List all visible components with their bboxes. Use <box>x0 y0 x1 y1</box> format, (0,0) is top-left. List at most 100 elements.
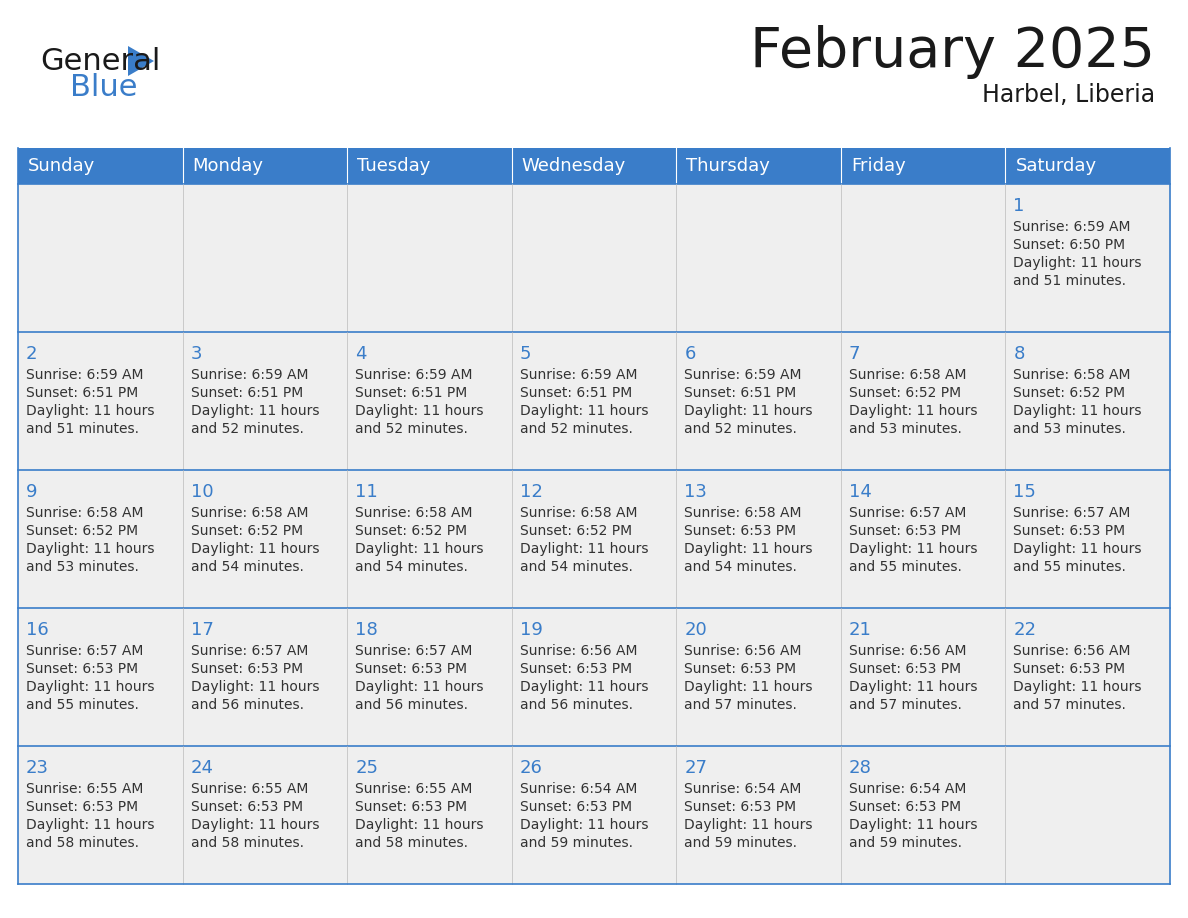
Text: Sunrise: 6:58 AM: Sunrise: 6:58 AM <box>684 506 802 520</box>
Text: 2: 2 <box>26 345 38 363</box>
Text: and 59 minutes.: and 59 minutes. <box>849 836 962 850</box>
Text: Daylight: 11 hours: Daylight: 11 hours <box>26 680 154 694</box>
Text: 26: 26 <box>519 759 543 777</box>
Text: 7: 7 <box>849 345 860 363</box>
Text: Sunrise: 6:58 AM: Sunrise: 6:58 AM <box>26 506 144 520</box>
Text: and 58 minutes.: and 58 minutes. <box>26 836 139 850</box>
Text: and 55 minutes.: and 55 minutes. <box>849 560 962 574</box>
Text: Sunset: 6:53 PM: Sunset: 6:53 PM <box>190 800 303 814</box>
Text: Sunrise: 6:56 AM: Sunrise: 6:56 AM <box>519 644 637 658</box>
Text: Sunset: 6:53 PM: Sunset: 6:53 PM <box>684 662 796 676</box>
Bar <box>18 332 1170 470</box>
Text: and 56 minutes.: and 56 minutes. <box>355 698 468 712</box>
Text: Sunset: 6:53 PM: Sunset: 6:53 PM <box>355 662 467 676</box>
Text: 17: 17 <box>190 621 214 639</box>
Text: 11: 11 <box>355 483 378 501</box>
Text: Sunrise: 6:59 AM: Sunrise: 6:59 AM <box>355 368 473 382</box>
Text: Daylight: 11 hours: Daylight: 11 hours <box>1013 404 1142 418</box>
Text: Sunrise: 6:54 AM: Sunrise: 6:54 AM <box>684 782 802 796</box>
Text: Daylight: 11 hours: Daylight: 11 hours <box>1013 256 1142 270</box>
Text: and 53 minutes.: and 53 minutes. <box>1013 422 1126 436</box>
Text: 1: 1 <box>1013 197 1025 215</box>
Text: 21: 21 <box>849 621 872 639</box>
Text: 10: 10 <box>190 483 213 501</box>
Text: Sunrise: 6:54 AM: Sunrise: 6:54 AM <box>849 782 966 796</box>
Text: 3: 3 <box>190 345 202 363</box>
Text: Sunday: Sunday <box>29 157 95 175</box>
Text: Sunrise: 6:57 AM: Sunrise: 6:57 AM <box>1013 506 1131 520</box>
Text: Sunset: 6:51 PM: Sunset: 6:51 PM <box>355 386 467 400</box>
Text: Daylight: 11 hours: Daylight: 11 hours <box>519 818 649 832</box>
Text: Sunrise: 6:58 AM: Sunrise: 6:58 AM <box>190 506 308 520</box>
Text: Daylight: 11 hours: Daylight: 11 hours <box>355 404 484 418</box>
Text: 19: 19 <box>519 621 543 639</box>
Text: 14: 14 <box>849 483 872 501</box>
Text: 24: 24 <box>190 759 214 777</box>
Text: Sunset: 6:52 PM: Sunset: 6:52 PM <box>355 524 467 538</box>
Text: and 52 minutes.: and 52 minutes. <box>355 422 468 436</box>
Text: Sunrise: 6:58 AM: Sunrise: 6:58 AM <box>1013 368 1131 382</box>
Bar <box>18 608 1170 746</box>
Text: Sunrise: 6:58 AM: Sunrise: 6:58 AM <box>519 506 637 520</box>
Text: Sunset: 6:51 PM: Sunset: 6:51 PM <box>26 386 138 400</box>
Text: Harbel, Liberia: Harbel, Liberia <box>981 83 1155 107</box>
Text: Daylight: 11 hours: Daylight: 11 hours <box>519 404 649 418</box>
Text: Daylight: 11 hours: Daylight: 11 hours <box>849 680 978 694</box>
Text: 9: 9 <box>26 483 38 501</box>
Text: Daylight: 11 hours: Daylight: 11 hours <box>684 680 813 694</box>
Text: and 57 minutes.: and 57 minutes. <box>684 698 797 712</box>
Text: Sunrise: 6:56 AM: Sunrise: 6:56 AM <box>849 644 966 658</box>
Text: Sunset: 6:53 PM: Sunset: 6:53 PM <box>849 662 961 676</box>
Bar <box>18 746 1170 884</box>
Text: Daylight: 11 hours: Daylight: 11 hours <box>519 542 649 556</box>
Text: Thursday: Thursday <box>687 157 770 175</box>
Text: and 58 minutes.: and 58 minutes. <box>355 836 468 850</box>
Text: and 54 minutes.: and 54 minutes. <box>190 560 303 574</box>
Text: Sunset: 6:53 PM: Sunset: 6:53 PM <box>1013 662 1125 676</box>
Text: Sunset: 6:53 PM: Sunset: 6:53 PM <box>519 800 632 814</box>
Text: and 52 minutes.: and 52 minutes. <box>190 422 303 436</box>
Text: 5: 5 <box>519 345 531 363</box>
Text: Daylight: 11 hours: Daylight: 11 hours <box>519 680 649 694</box>
Text: Sunrise: 6:59 AM: Sunrise: 6:59 AM <box>26 368 144 382</box>
Text: Sunset: 6:53 PM: Sunset: 6:53 PM <box>26 800 138 814</box>
Text: and 52 minutes.: and 52 minutes. <box>519 422 632 436</box>
Text: 18: 18 <box>355 621 378 639</box>
Polygon shape <box>128 46 154 76</box>
Text: Sunset: 6:52 PM: Sunset: 6:52 PM <box>26 524 138 538</box>
Text: Sunset: 6:53 PM: Sunset: 6:53 PM <box>355 800 467 814</box>
Text: and 53 minutes.: and 53 minutes. <box>849 422 962 436</box>
Text: Saturday: Saturday <box>1016 157 1097 175</box>
Text: Sunset: 6:51 PM: Sunset: 6:51 PM <box>684 386 796 400</box>
Text: and 51 minutes.: and 51 minutes. <box>26 422 139 436</box>
Text: Daylight: 11 hours: Daylight: 11 hours <box>849 542 978 556</box>
Text: and 55 minutes.: and 55 minutes. <box>26 698 139 712</box>
Text: Daylight: 11 hours: Daylight: 11 hours <box>26 404 154 418</box>
Text: 22: 22 <box>1013 621 1036 639</box>
Text: and 55 minutes.: and 55 minutes. <box>1013 560 1126 574</box>
Text: Sunrise: 6:57 AM: Sunrise: 6:57 AM <box>26 644 144 658</box>
Text: Sunrise: 6:57 AM: Sunrise: 6:57 AM <box>190 644 308 658</box>
Text: and 54 minutes.: and 54 minutes. <box>355 560 468 574</box>
Text: and 54 minutes.: and 54 minutes. <box>684 560 797 574</box>
Text: Friday: Friday <box>851 157 905 175</box>
Text: and 53 minutes.: and 53 minutes. <box>26 560 139 574</box>
Bar <box>18 470 1170 608</box>
Text: Sunrise: 6:59 AM: Sunrise: 6:59 AM <box>1013 220 1131 234</box>
Text: February 2025: February 2025 <box>750 25 1155 79</box>
Text: Daylight: 11 hours: Daylight: 11 hours <box>190 404 320 418</box>
Text: Sunset: 6:53 PM: Sunset: 6:53 PM <box>190 662 303 676</box>
Text: Daylight: 11 hours: Daylight: 11 hours <box>684 818 813 832</box>
Text: 23: 23 <box>26 759 49 777</box>
Text: Sunset: 6:53 PM: Sunset: 6:53 PM <box>26 662 138 676</box>
Text: and 58 minutes.: and 58 minutes. <box>190 836 304 850</box>
Text: Daylight: 11 hours: Daylight: 11 hours <box>1013 542 1142 556</box>
Text: Daylight: 11 hours: Daylight: 11 hours <box>190 542 320 556</box>
Text: Daylight: 11 hours: Daylight: 11 hours <box>26 542 154 556</box>
Text: Sunrise: 6:55 AM: Sunrise: 6:55 AM <box>190 782 308 796</box>
Text: 13: 13 <box>684 483 707 501</box>
Text: Daylight: 11 hours: Daylight: 11 hours <box>355 818 484 832</box>
Text: Daylight: 11 hours: Daylight: 11 hours <box>190 680 320 694</box>
Bar <box>18 148 1170 184</box>
Text: 27: 27 <box>684 759 707 777</box>
